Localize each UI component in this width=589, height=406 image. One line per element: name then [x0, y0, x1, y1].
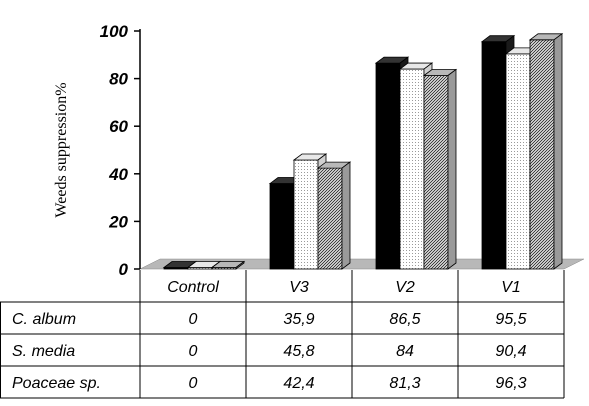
bar-front	[269, 183, 295, 270]
table-row-label: C. album	[12, 311, 76, 328]
table-cell: 84	[396, 343, 414, 360]
table-cell: 95,5	[495, 311, 526, 328]
bar-side	[553, 33, 563, 270]
bar-front	[399, 68, 425, 270]
y-tick-label: 20	[108, 212, 128, 231]
bar-side	[447, 68, 457, 270]
y-tick-label: 0	[119, 260, 129, 279]
y-axis-label: Weeds suppression%	[53, 82, 70, 217]
bar-side	[341, 161, 351, 270]
table-cell: 96,3	[495, 375, 526, 392]
bar-front	[375, 62, 401, 270]
bar-front	[423, 75, 449, 270]
y-tick-label: 60	[109, 117, 128, 136]
table-cell: 90,4	[495, 343, 526, 360]
bar-front	[293, 159, 319, 270]
table-header-cell: V3	[289, 279, 309, 296]
bar-side	[235, 260, 245, 270]
bar-front	[317, 167, 343, 270]
table-cell: 35,9	[283, 311, 314, 328]
y-tick-label: 80	[109, 70, 128, 89]
table-header-cell: Control	[167, 279, 219, 296]
bar-front	[481, 41, 507, 270]
table-row-label: Poaceae sp.	[12, 375, 101, 392]
bar-front	[505, 53, 531, 270]
table-cell: 0	[189, 311, 198, 328]
table-header-cell: V2	[395, 279, 415, 296]
table-cell: 81,3	[389, 375, 420, 392]
table-row-label: S. media	[12, 343, 75, 360]
table-cell: 42,4	[283, 375, 314, 392]
table-cell: 86,5	[389, 311, 420, 328]
bar-front	[529, 39, 555, 270]
table-cell: 0	[189, 375, 198, 392]
table-cell: 0	[189, 343, 198, 360]
y-tick-label: 100	[100, 22, 129, 41]
table-header-cell: V1	[501, 279, 521, 296]
y-tick-label: 40	[108, 165, 128, 184]
table-cell: 45,8	[283, 343, 314, 360]
